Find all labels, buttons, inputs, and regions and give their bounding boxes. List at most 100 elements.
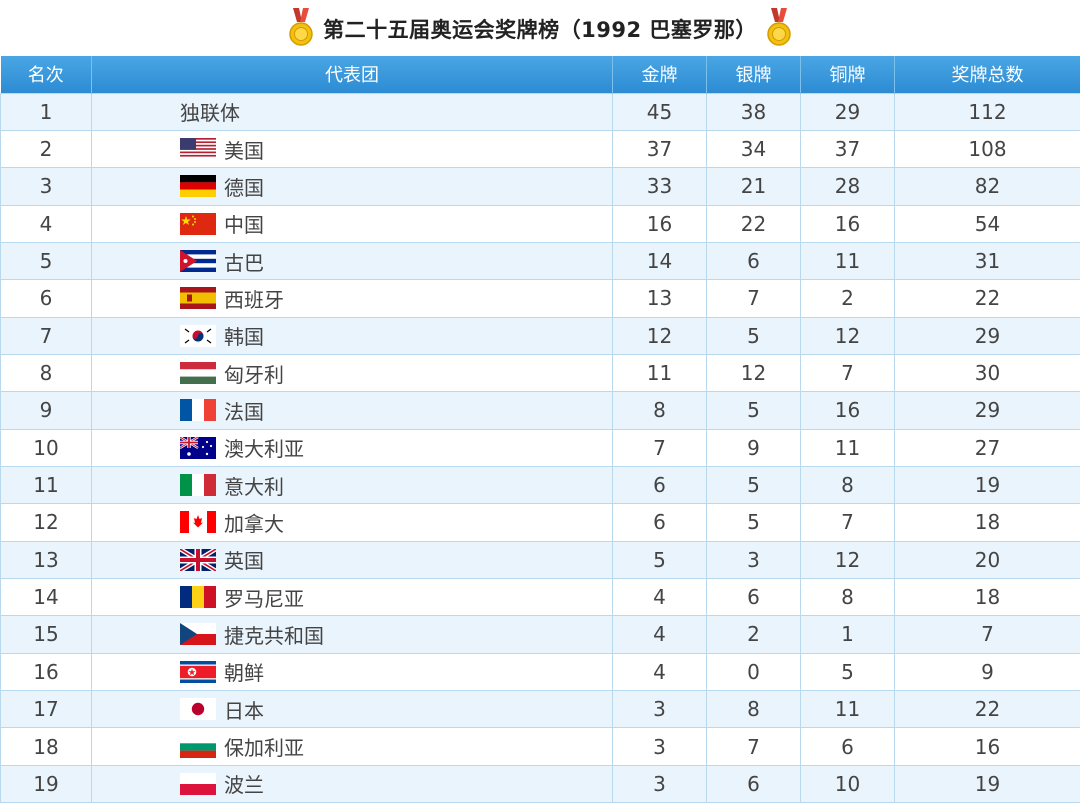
italy-flag-icon xyxy=(180,474,216,497)
cell-gold: 6 xyxy=(612,503,707,542)
cell-team: 韩国 xyxy=(91,316,613,355)
cell-gold: 4 xyxy=(612,652,707,692)
cell-silver: 8 xyxy=(706,689,801,729)
cell-total: 112 xyxy=(894,92,1080,131)
cell-team: 独联体 xyxy=(91,92,613,131)
usa-flag-icon xyxy=(180,138,216,161)
uk-flag-icon xyxy=(178,546,218,573)
cell-gold: 37 xyxy=(612,129,707,169)
cell-silver: 5 xyxy=(706,465,801,505)
romania-flag-icon xyxy=(180,586,216,609)
cell-total: 22 xyxy=(894,279,1080,318)
table-row: 9 法国 8 5 16 29 xyxy=(0,391,1080,430)
table-row: 12 加拿大 6 5 7 18 xyxy=(0,503,1080,542)
cell-team: 西班牙 xyxy=(91,279,613,318)
cell-silver: 7 xyxy=(706,279,801,318)
table-row: 1 独联体 45 38 29 112 xyxy=(0,92,1080,131)
cell-rank: 7 xyxy=(0,316,92,355)
cell-team: 美国 xyxy=(91,129,613,169)
cell-total: 18 xyxy=(894,503,1080,542)
cell-total: 82 xyxy=(894,167,1080,206)
cell-total: 22 xyxy=(894,689,1080,729)
cell-bronze: 11 xyxy=(800,241,895,281)
cell-gold: 4 xyxy=(612,577,707,617)
table-row: 4 中国 16 22 16 54 xyxy=(0,204,1080,243)
table-row: 14 罗马尼亚 4 6 8 18 xyxy=(0,577,1080,617)
table-row: 17 日本 3 8 11 22 xyxy=(0,689,1080,729)
cell-rank: 12 xyxy=(0,503,92,542)
japan-flag-icon xyxy=(180,698,216,721)
team-name: 捷克共和国 xyxy=(224,623,324,648)
cell-total: 16 xyxy=(894,727,1080,766)
cell-gold: 5 xyxy=(612,540,707,579)
cell-gold: 7 xyxy=(612,428,707,467)
cell-team: 古巴 xyxy=(91,241,613,281)
table-row: 5 古巴 14 6 11 31 xyxy=(0,241,1080,281)
cell-team: 保加利亚 xyxy=(91,727,613,766)
cell-team: 意大利 xyxy=(91,465,613,505)
cell-bronze: 28 xyxy=(800,167,895,206)
cell-gold: 8 xyxy=(612,391,707,430)
cell-team: 朝鲜 xyxy=(91,652,613,692)
column-header-bronze: 铜牌 xyxy=(800,56,895,93)
cell-gold: 6 xyxy=(612,465,707,505)
korea-flag-icon xyxy=(180,324,216,347)
cell-silver: 2 xyxy=(706,615,801,654)
cell-silver: 12 xyxy=(706,353,801,393)
title-bar: 第二十五届奥运会奖牌榜（1992 巴塞罗那） xyxy=(0,0,1080,58)
cell-silver: 5 xyxy=(706,391,801,430)
cell-rank: 10 xyxy=(0,428,92,467)
cell-team: 日本 xyxy=(91,689,613,729)
cell-team: 波兰 xyxy=(91,764,613,804)
team-name: 保加利亚 xyxy=(224,736,304,761)
team-name: 韩国 xyxy=(224,325,264,350)
cell-silver: 3 xyxy=(706,540,801,579)
cell-bronze: 12 xyxy=(800,316,895,355)
cell-gold: 33 xyxy=(612,167,707,206)
cell-silver: 7 xyxy=(706,727,801,766)
table-row: 15 捷克共和国 4 2 1 7 xyxy=(0,615,1080,654)
cell-total: 108 xyxy=(894,129,1080,169)
cell-rank: 14 xyxy=(0,577,92,617)
cell-bronze: 29 xyxy=(800,92,895,131)
team-name: 朝鲜 xyxy=(224,661,264,686)
cell-bronze: 12 xyxy=(800,540,895,579)
cell-silver: 9 xyxy=(706,428,801,467)
cell-silver: 6 xyxy=(706,577,801,617)
cell-gold: 12 xyxy=(612,316,707,355)
cell-bronze: 10 xyxy=(800,764,895,804)
cell-rank: 5 xyxy=(0,241,92,281)
cell-total: 29 xyxy=(894,316,1080,355)
column-header-rank: 名次 xyxy=(0,56,92,93)
north-korea-flag-icon xyxy=(180,660,216,683)
cell-bronze: 16 xyxy=(800,204,895,243)
team-name: 澳大利亚 xyxy=(224,437,304,462)
cell-gold: 11 xyxy=(612,353,707,393)
cell-total: 27 xyxy=(894,428,1080,467)
cell-rank: 2 xyxy=(0,129,92,169)
cell-rank: 4 xyxy=(0,204,92,243)
cell-gold: 3 xyxy=(612,689,707,729)
gold-medal-icon xyxy=(767,8,791,50)
team-name: 古巴 xyxy=(224,250,264,275)
cell-bronze: 16 xyxy=(800,391,895,430)
table-header-row: 名次 代表团 金牌 银牌 铜牌 奖牌总数 xyxy=(0,56,1080,93)
table-row: 10 澳大利亚 7 9 11 27 xyxy=(0,428,1080,467)
cell-total: 9 xyxy=(894,652,1080,692)
cell-total: 7 xyxy=(894,615,1080,654)
czech-flag-icon xyxy=(180,623,216,646)
cell-gold: 16 xyxy=(612,204,707,243)
team-name: 罗马尼亚 xyxy=(224,586,304,611)
table-row: 3 德国 33 21 28 82 xyxy=(0,167,1080,206)
cell-rank: 6 xyxy=(0,279,92,318)
cell-total: 54 xyxy=(894,204,1080,243)
cell-gold: 4 xyxy=(612,615,707,654)
column-header-team: 代表团 xyxy=(91,56,613,93)
team-name: 独联体 xyxy=(180,101,240,126)
team-name: 日本 xyxy=(224,698,264,723)
cell-bronze: 1 xyxy=(800,615,895,654)
table-row: 6 西班牙 13 7 2 22 xyxy=(0,279,1080,318)
cell-gold: 45 xyxy=(612,92,707,131)
cell-team: 法国 xyxy=(91,391,613,430)
cell-bronze: 11 xyxy=(800,428,895,467)
